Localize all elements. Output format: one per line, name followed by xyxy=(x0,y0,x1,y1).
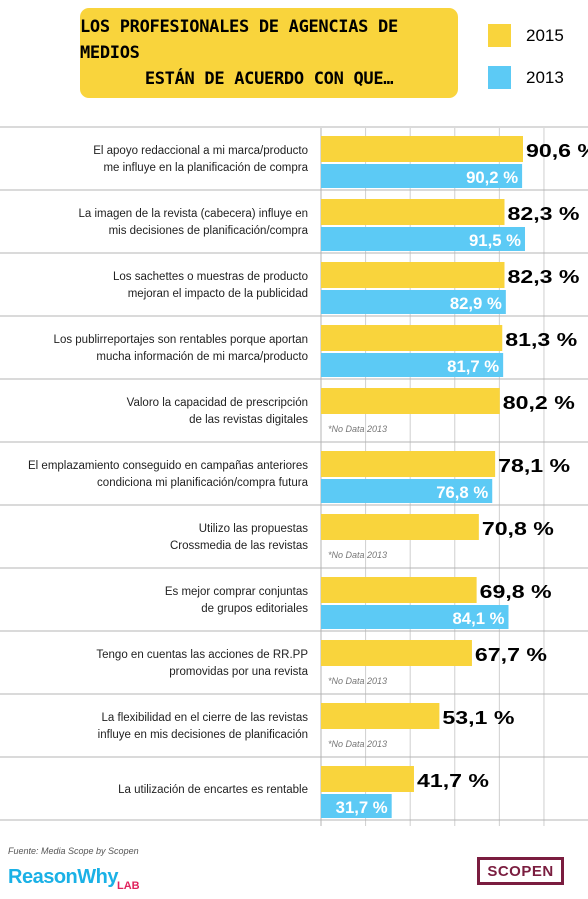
category-label: Los sachettes o muestras de producto xyxy=(113,271,308,283)
bar-2015 xyxy=(321,325,503,351)
category-label: Los publirreportajes son rentables porqu… xyxy=(54,334,308,346)
category-label: mis decisiones de planificación/compra xyxy=(109,225,309,237)
reasonwhy-lab-logo: LAB xyxy=(117,880,140,892)
no-data-note: *No Data 2013 xyxy=(328,739,387,749)
bar-2015 xyxy=(321,388,500,414)
value-label-2015: 80,2 % xyxy=(503,393,575,413)
category-label: condiciona mi planificación/compra futur… xyxy=(97,477,309,489)
value-label-2015: 67,7 % xyxy=(475,645,547,665)
bar-2015 xyxy=(321,703,440,729)
category-label: me influye en la planificación de compra xyxy=(103,162,308,174)
category-label: Valoro la capacidad de prescripción xyxy=(127,397,308,409)
reasonwhy-logo: ReasonWhy xyxy=(8,866,118,888)
value-label-2013: 84,1 % xyxy=(453,609,505,628)
value-label-2013: 82,9 % xyxy=(450,294,502,313)
value-label-2015: 53,1 % xyxy=(442,708,514,728)
value-label-2013: 76,8 % xyxy=(436,483,488,502)
value-label-2015: 41,7 % xyxy=(417,771,489,791)
legend-label-2013: 2013 xyxy=(526,67,564,87)
category-label: promovidas por una revista xyxy=(169,666,308,678)
bar-2015 xyxy=(321,262,505,288)
category-label: Crossmedia de las revistas xyxy=(170,540,308,552)
legend-item-2013: 2013 xyxy=(488,66,564,89)
value-label-2015: 81,3 % xyxy=(505,330,577,350)
bar-2015 xyxy=(321,577,477,603)
value-label-2015: 78,1 % xyxy=(498,456,570,476)
bar-2015 xyxy=(321,640,472,666)
chart-title-box: LOS PROFESIONALES DE AGENCIAS DE MEDIOS … xyxy=(80,8,458,98)
legend-swatch-2015 xyxy=(488,24,511,47)
category-label: El emplazamiento conseguido en campañas … xyxy=(28,460,308,472)
bar-2013 xyxy=(321,479,493,503)
bar-2013 xyxy=(321,164,523,188)
category-label: Utilizo las propuestas xyxy=(199,523,309,535)
category-label: Tengo en cuentas las acciones de RR.PP xyxy=(96,649,308,661)
bar-2013 xyxy=(321,794,392,818)
no-data-note: *No Data 2013 xyxy=(328,550,387,560)
category-label: mejoran el impacto de la publicidad xyxy=(128,288,308,300)
value-label-2013: 81,7 % xyxy=(447,357,499,376)
bar-2013 xyxy=(321,227,526,251)
value-label-2013: 91,5 % xyxy=(469,231,521,250)
scopen-logo-text: SCOPEN xyxy=(487,862,554,880)
value-label-2015: 90,6 % xyxy=(526,141,588,161)
value-label-2015: 70,8 % xyxy=(482,519,554,539)
category-label: La utilización de encartes es rentable xyxy=(118,784,308,796)
category-label: de grupos editoriales xyxy=(201,603,308,615)
value-label-2015: 82,3 % xyxy=(507,267,579,287)
legend-label-2015: 2015 xyxy=(526,25,564,45)
category-label: La flexibilidad en el cierre de las revi… xyxy=(102,712,309,724)
bar-2015 xyxy=(321,199,505,225)
source-note: Fuente: Media Scope by Scopen xyxy=(8,846,139,856)
category-label: de las revistas digitales xyxy=(189,414,308,426)
bar-2015 xyxy=(321,766,414,792)
bar-2015 xyxy=(321,136,523,162)
no-data-note: *No Data 2013 xyxy=(328,676,387,686)
legend-swatch-2013 xyxy=(488,66,511,89)
bar-2013 xyxy=(321,290,506,314)
category-label: mucha información de mi marca/producto xyxy=(96,351,308,363)
category-label: influye en mis decisiones de planificaci… xyxy=(98,729,308,741)
value-label-2013: 90,2 % xyxy=(466,168,518,187)
bar-2015 xyxy=(321,451,496,477)
bar-2015 xyxy=(321,514,479,540)
bar-2013 xyxy=(321,605,509,629)
chart-title-line-1: LOS PROFESIONALES DE AGENCIAS DE MEDIOS xyxy=(80,17,398,63)
value-label-2013: 31,7 % xyxy=(336,798,388,817)
no-data-note: *No Data 2013 xyxy=(328,424,387,434)
category-label: Es mejor comprar conjuntas xyxy=(165,586,308,598)
value-label-2015: 69,8 % xyxy=(480,582,552,602)
category-label: El apoyo redaccional a mi marca/producto xyxy=(93,145,308,157)
bar-2013 xyxy=(321,353,504,377)
bar-chart: El apoyo redaccional a mi marca/producto… xyxy=(0,126,588,826)
legend-item-2015: 2015 xyxy=(488,24,564,47)
value-label-2015: 82,3 % xyxy=(507,204,579,224)
chart-title-line-2: ESTÁN DE ACUERDO CON QUE… xyxy=(144,69,394,89)
category-label: La imagen de la revista (cabecera) influ… xyxy=(79,208,309,220)
scopen-logo: SCOPEN xyxy=(477,857,564,885)
